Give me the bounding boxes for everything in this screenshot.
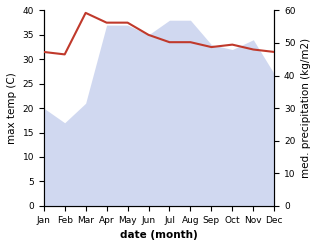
Y-axis label: med. precipitation (kg/m2): med. precipitation (kg/m2) [301,38,311,178]
Y-axis label: max temp (C): max temp (C) [7,72,17,144]
X-axis label: date (month): date (month) [120,230,198,240]
